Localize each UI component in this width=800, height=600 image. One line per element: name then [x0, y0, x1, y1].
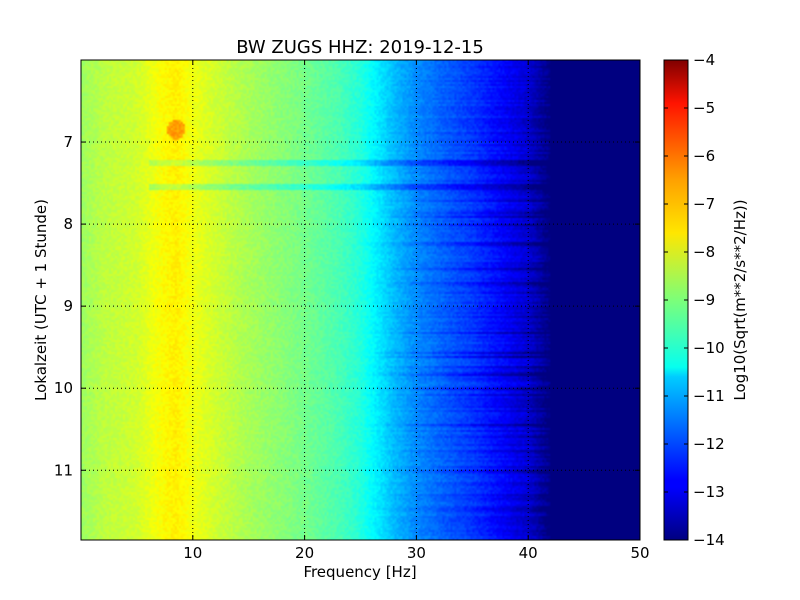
colorbar-tick-label: −6 — [693, 147, 715, 165]
colorbar-tick-label: −5 — [693, 99, 715, 117]
plot-frame — [80, 59, 641, 541]
y-axis-label: Lokalzeit (UTC + 1 Stunde) — [32, 199, 50, 401]
colorbar-tick-label: −7 — [693, 195, 715, 213]
colorbar-tick-label: −8 — [693, 243, 715, 261]
y-tick-label: 9 — [63, 297, 73, 315]
colorbar-tick-label: −9 — [693, 291, 715, 309]
x-tick-label: 30 — [407, 544, 426, 562]
colorbar-tick-label: −4 — [693, 51, 715, 69]
chart-title: BW ZUGS HHZ: 2019-12-15 — [236, 37, 484, 58]
colorbar-tick-label: −10 — [693, 339, 725, 357]
y-axis-ticks: 7 8 9 10 11 — [54, 133, 640, 479]
x-axis-label: Frequency [Hz] — [303, 563, 416, 581]
colorbar-ticks: −4 −5 −6 −7 −8 −9 −10 −11 −12 −13 −14 — [664, 51, 725, 549]
x-tick-label: 10 — [183, 544, 202, 562]
colorbar-tick-label: −13 — [693, 483, 725, 501]
colorbar-label: Log10(Sqrt(m**2/s**2/Hz)) — [731, 199, 749, 400]
y-tick-label: 7 — [63, 133, 73, 151]
x-tick-label: 40 — [519, 544, 538, 562]
colorbar-tick-label: −12 — [693, 435, 725, 453]
x-tick-label: 20 — [295, 544, 314, 562]
y-tick-label: 10 — [54, 379, 73, 397]
y-tick-label: 11 — [54, 461, 73, 479]
y-tick-label: 8 — [63, 215, 73, 233]
x-tick-label: 50 — [630, 544, 649, 562]
spectrogram-heatmap — [81, 60, 640, 540]
colorbar-tick-label: −11 — [693, 387, 725, 405]
x-axis-ticks: 10 20 30 40 50 — [183, 60, 650, 562]
grid-lines — [81, 60, 640, 540]
colorbar-tick-label: −14 — [693, 531, 725, 549]
